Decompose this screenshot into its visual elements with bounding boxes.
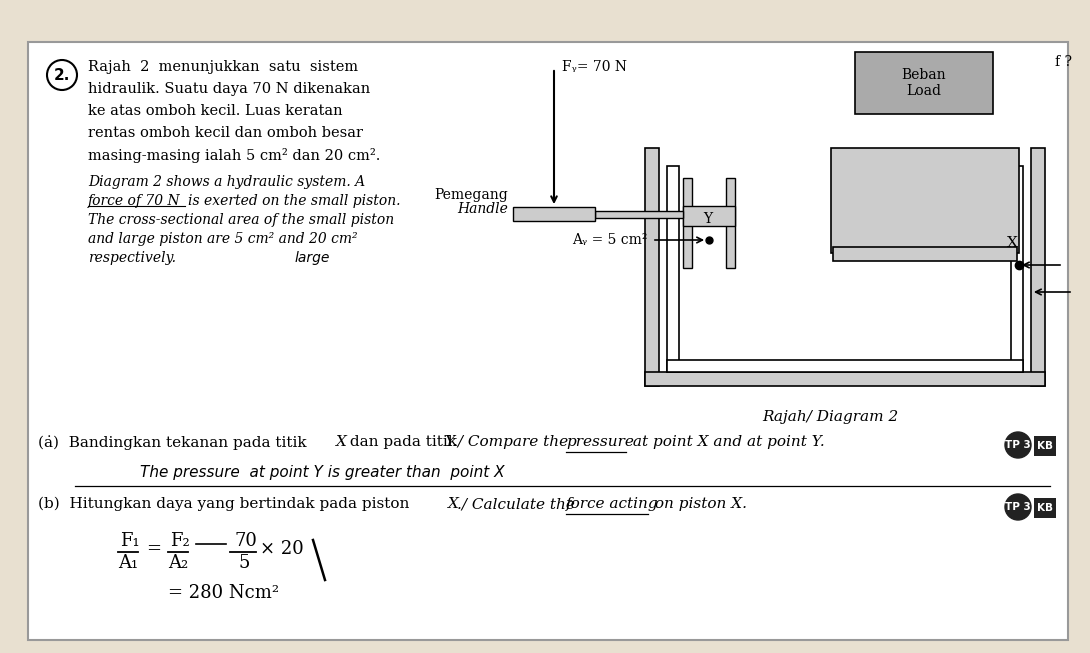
Text: = 280 Ncm²: = 280 Ncm² bbox=[168, 584, 279, 602]
Text: large: large bbox=[295, 251, 330, 265]
Text: Y: Y bbox=[703, 212, 712, 226]
Bar bbox=[667, 360, 1024, 372]
Text: F₂: F₂ bbox=[170, 532, 190, 550]
Text: Diagram 2 shows a hydraulic system. A: Diagram 2 shows a hydraulic system. A bbox=[88, 175, 365, 189]
Circle shape bbox=[47, 60, 77, 90]
Text: force of 70 N: force of 70 N bbox=[88, 194, 181, 208]
Text: dan pada titik: dan pada titik bbox=[346, 435, 462, 449]
Text: ./ Compare the: ./ Compare the bbox=[453, 435, 573, 449]
Text: Fᵧ= 70 N: Fᵧ= 70 N bbox=[562, 60, 627, 74]
Bar bbox=[513, 207, 595, 221]
Bar bbox=[726, 178, 735, 268]
Text: =: = bbox=[146, 540, 161, 558]
Text: The pressure  at point Y is greater than  point X: The pressure at point Y is greater than … bbox=[140, 465, 505, 480]
Bar bbox=[683, 206, 735, 226]
Text: X: X bbox=[1007, 236, 1018, 250]
Circle shape bbox=[1005, 494, 1031, 520]
Text: Rajah/ Diagram 2: Rajah/ Diagram 2 bbox=[762, 410, 898, 424]
Text: A₁: A₁ bbox=[118, 554, 138, 572]
Bar bbox=[645, 148, 659, 386]
Bar bbox=[831, 148, 1019, 253]
Bar bbox=[1034, 498, 1056, 518]
Text: ./ Calculate the: ./ Calculate the bbox=[457, 497, 580, 511]
Text: 5: 5 bbox=[239, 554, 251, 572]
Bar bbox=[683, 178, 692, 268]
Text: X: X bbox=[336, 435, 347, 449]
Text: X: X bbox=[448, 497, 459, 511]
Text: Y: Y bbox=[444, 435, 455, 449]
Bar bbox=[1031, 148, 1045, 386]
Bar bbox=[833, 247, 1017, 261]
Text: pressure: pressure bbox=[566, 435, 634, 449]
Text: at point X and at point Y.: at point X and at point Y. bbox=[628, 435, 825, 449]
Text: The cross-sectional area of the small piston: The cross-sectional area of the small pi… bbox=[88, 213, 395, 227]
Bar bbox=[667, 166, 679, 372]
Text: × 20: × 20 bbox=[261, 540, 304, 558]
Text: hidraulik. Suatu daya 70 N dikenakan: hidraulik. Suatu daya 70 N dikenakan bbox=[88, 82, 371, 96]
Text: Aᵧ = 5 cm²: Aᵧ = 5 cm² bbox=[572, 233, 647, 247]
Text: (ȧ)  Bandingkan tekanan pada titik: (ȧ) Bandingkan tekanan pada titik bbox=[38, 435, 312, 450]
Text: respectively.: respectively. bbox=[88, 251, 175, 265]
Text: on piston X.: on piston X. bbox=[650, 497, 747, 511]
Bar bbox=[1034, 436, 1056, 456]
Text: F₁: F₁ bbox=[120, 532, 140, 550]
Text: masing-masing ialah 5 cm² dan 20 cm².: masing-masing ialah 5 cm² dan 20 cm². bbox=[88, 148, 380, 163]
Bar bbox=[595, 211, 683, 218]
Text: Rajah  2  menunjukkan  satu  sistem: Rajah 2 menunjukkan satu sistem bbox=[88, 60, 359, 74]
Text: KB: KB bbox=[1037, 503, 1053, 513]
Bar bbox=[645, 372, 1045, 386]
Text: (b)  Hitungkan daya yang bertindak pada piston: (b) Hitungkan daya yang bertindak pada p… bbox=[38, 497, 414, 511]
Text: TP 3: TP 3 bbox=[1005, 440, 1031, 450]
Text: force acting: force acting bbox=[566, 497, 658, 511]
Circle shape bbox=[1005, 432, 1031, 458]
Text: Beban
Load: Beban Load bbox=[901, 68, 946, 98]
Text: rentas omboh kecil dan omboh besar: rentas omboh kecil dan omboh besar bbox=[88, 126, 363, 140]
Text: TP 3: TP 3 bbox=[1005, 502, 1031, 512]
Text: 2.: 2. bbox=[53, 67, 70, 82]
Text: Handle: Handle bbox=[457, 202, 508, 216]
Text: 70: 70 bbox=[234, 532, 257, 550]
Text: ke atas omboh kecil. Luas keratan: ke atas omboh kecil. Luas keratan bbox=[88, 104, 342, 118]
Text: A₂: A₂ bbox=[168, 554, 189, 572]
Bar bbox=[1012, 166, 1024, 372]
Bar bbox=[855, 52, 993, 114]
Text: and large piston are 5 cm² and 20 cm²: and large piston are 5 cm² and 20 cm² bbox=[88, 232, 358, 246]
Text: f ?: f ? bbox=[1055, 55, 1071, 69]
Text: KB: KB bbox=[1037, 441, 1053, 451]
Text: Pemegang: Pemegang bbox=[434, 188, 508, 202]
Text: is exerted on the small piston.: is exerted on the small piston. bbox=[187, 194, 400, 208]
